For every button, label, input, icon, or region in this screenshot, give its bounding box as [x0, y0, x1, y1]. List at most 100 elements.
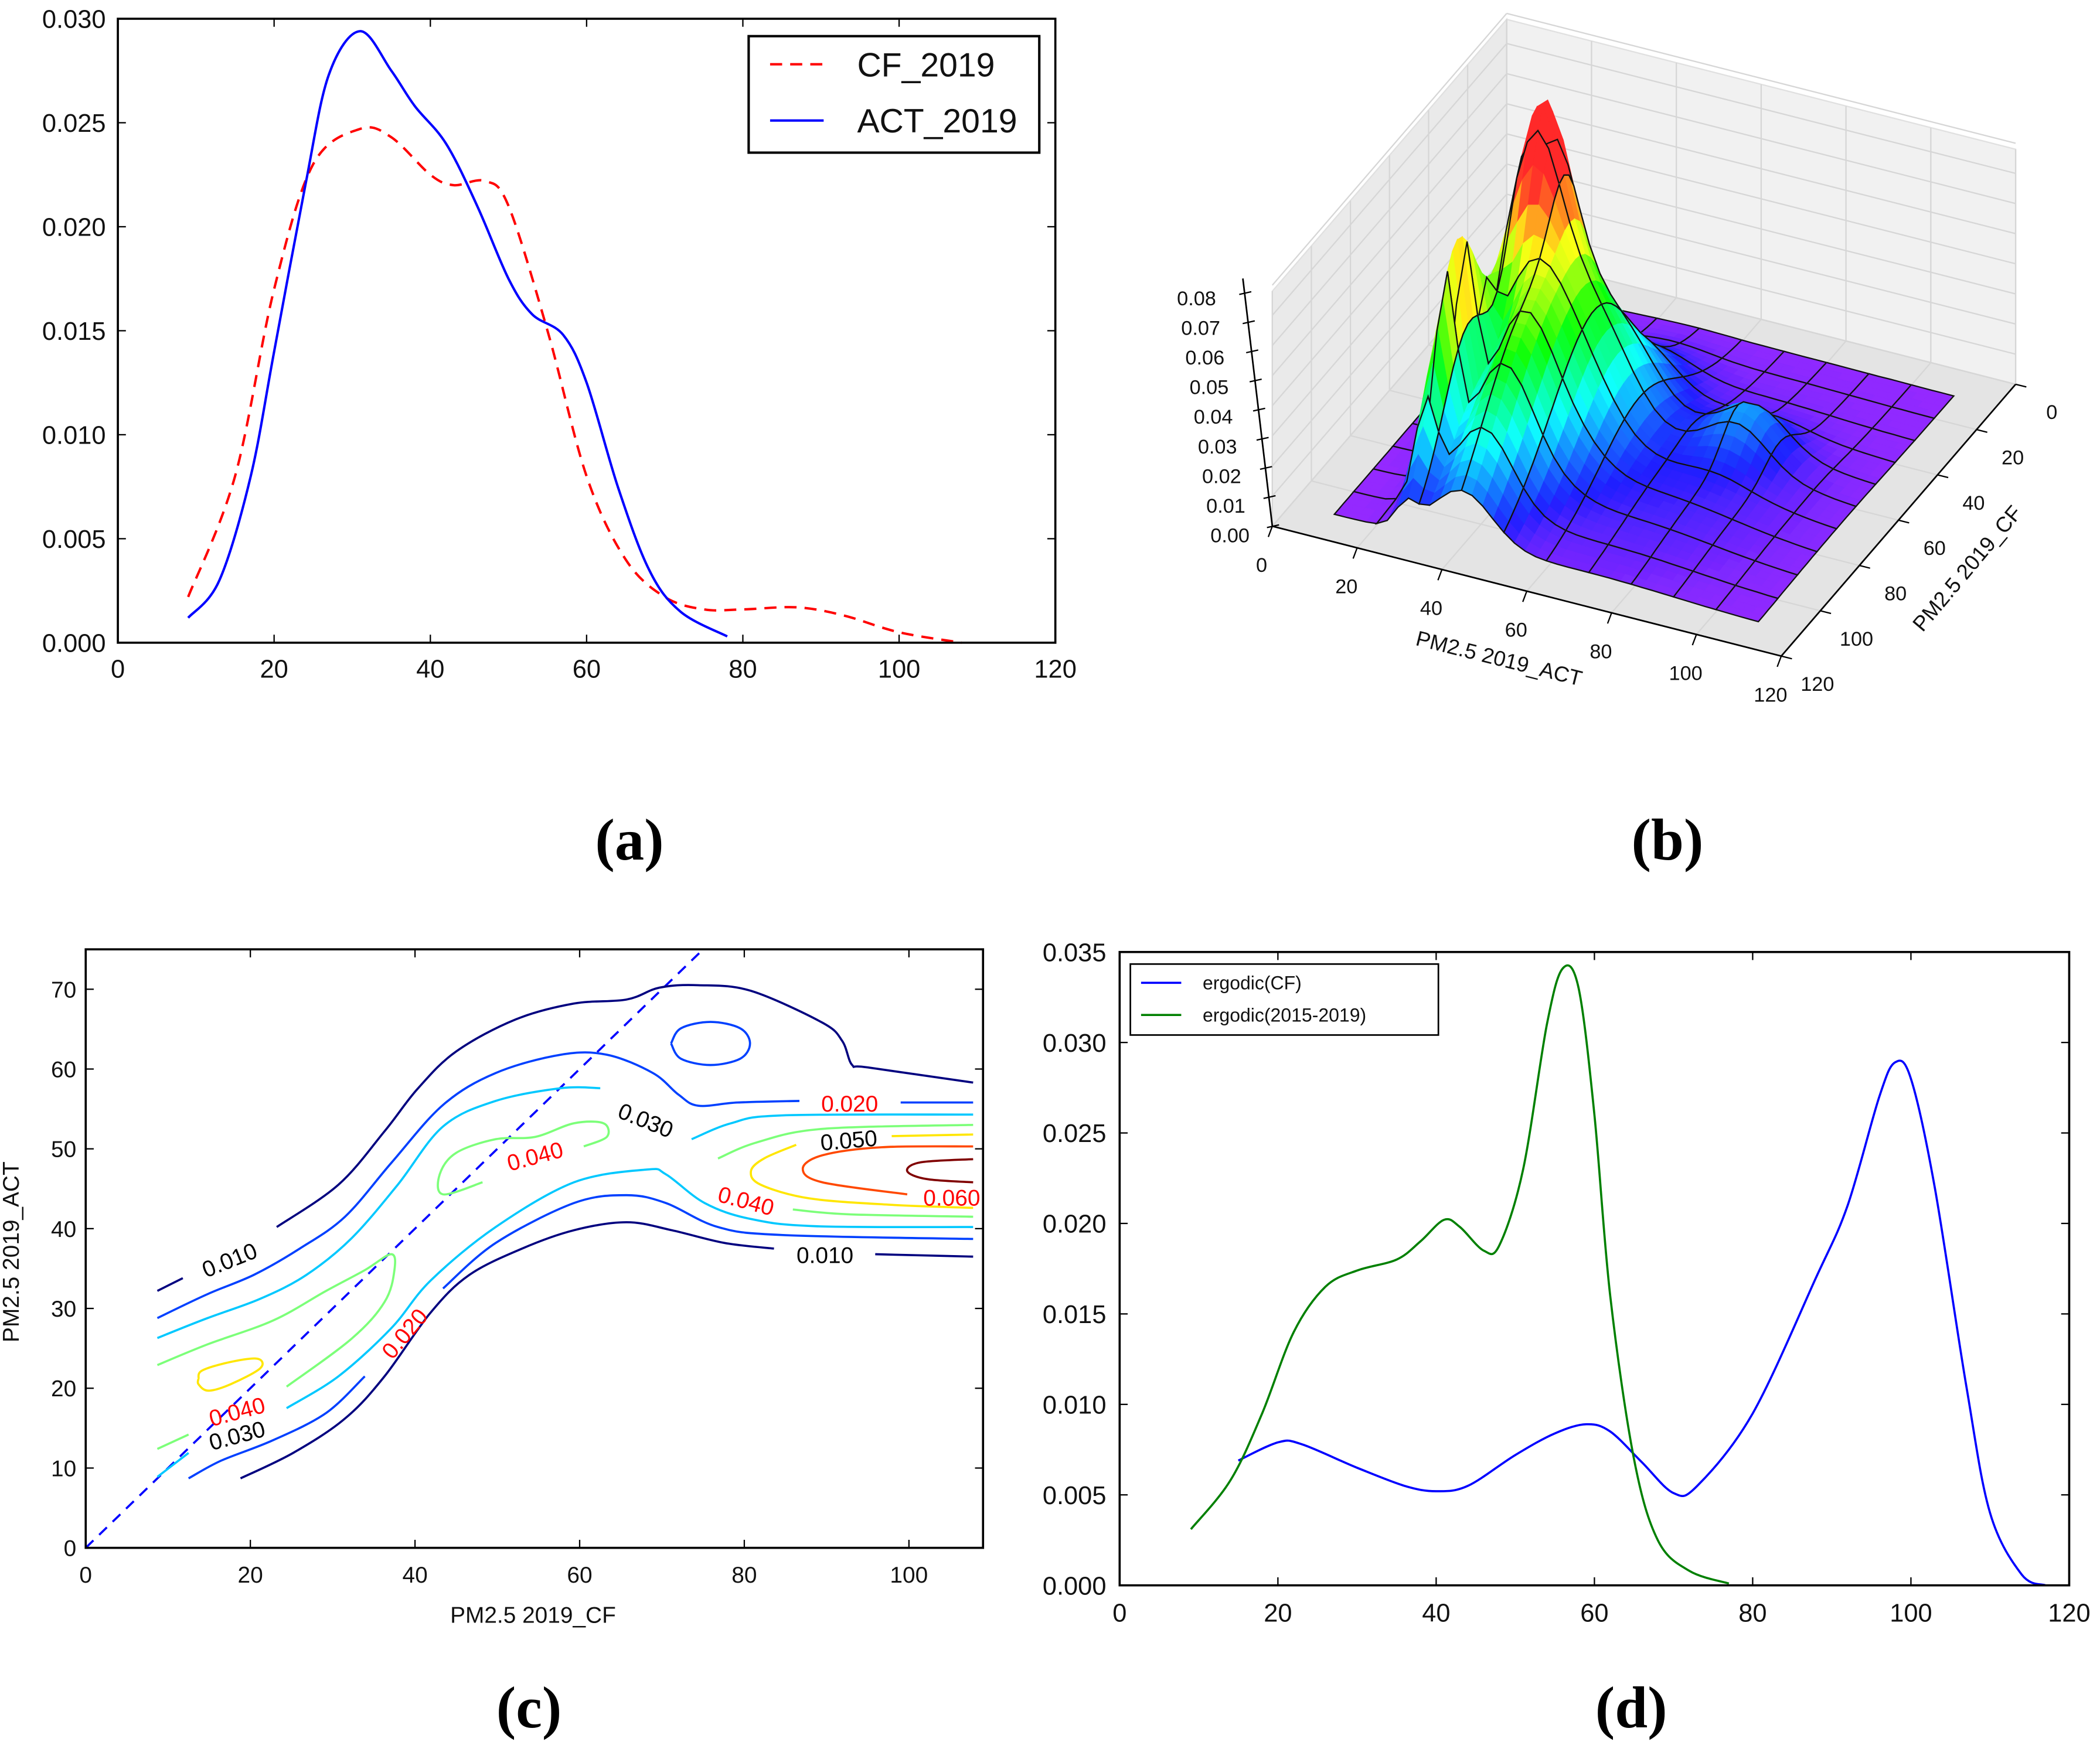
x-tick-label: 120	[2048, 1599, 2090, 1627]
cf-tick-mark	[1898, 519, 1910, 524]
act-tick-label: 120	[1754, 684, 1787, 706]
y-tick-label: 30	[51, 1297, 76, 1322]
act-tick-mark	[1352, 547, 1358, 559]
z-axis-line	[1242, 278, 1274, 527]
grid-line	[1506, 43, 2016, 175]
contour-line-0.070	[906, 1158, 974, 1184]
cf-tick-label: 0	[2046, 401, 2057, 424]
cf-tick-label: 40	[1962, 492, 1985, 514]
z-tick-mark	[1239, 291, 1252, 295]
z-tick-label: 0.03	[1198, 436, 1237, 458]
grid-line	[1506, 223, 2016, 355]
y-tick-label: 60	[51, 1057, 76, 1082]
contour-line-0.060	[801, 1145, 974, 1196]
panel-c-contour-plot: 0 20 40 60 80 100 0 10 20 30 40 50 60 70 0.010 0.030 0.0…	[0, 948, 985, 1628]
contour-label: 0.050	[819, 1126, 879, 1155]
grid-line	[1271, 133, 1507, 407]
y-tick-label: 0.015	[42, 318, 106, 346]
y-tick-label: 0	[64, 1536, 77, 1562]
act-tick-mark	[1437, 569, 1443, 581]
axes-frame	[84, 948, 985, 1549]
surface	[1333, 99, 1955, 623]
contour-line-0.040	[717, 1123, 974, 1160]
y-tick-label: 0.000	[42, 630, 106, 658]
x-tick-label: 0	[111, 655, 125, 683]
contour-line-0.040	[792, 1208, 974, 1218]
legend-box	[1129, 963, 1439, 1036]
panel-label-b: (b)	[1631, 807, 1703, 872]
grid-line	[1271, 193, 1507, 466]
act-tick-mark	[1522, 591, 1528, 602]
contour-label: 0.010	[797, 1243, 853, 1269]
y-tick-label: 0.000	[1043, 1572, 1107, 1600]
y-tick-label: 0.035	[1043, 939, 1107, 967]
x-tick-label: 60	[1580, 1599, 1608, 1627]
y-tick-label: 0.010	[42, 422, 106, 450]
y-tick-label: 0.015	[1043, 1301, 1107, 1329]
grid-line	[1271, 163, 1507, 437]
legend: CF_2019 ACT_2019	[747, 35, 1041, 154]
contour-line-0.050	[196, 1357, 264, 1392]
contour-line-0.030	[286, 1168, 974, 1409]
contour-line-0.030	[691, 1113, 974, 1140]
y-tick-label: 0.025	[42, 110, 106, 138]
grid-line	[1506, 73, 2016, 204]
panel-b-3d-surface: 0.00 0.01 0.02 0.03 0.04 0.05 0.06 0.07 0.08 0 20 4…	[1177, 12, 2057, 706]
x-axis-label: PM2.5 2019_CF	[450, 1603, 616, 1628]
contour-label: 0.060	[923, 1186, 980, 1211]
act-axis-label: PM2.5 2019_ACT	[1414, 626, 1585, 691]
x-tick-label: 100	[890, 1563, 928, 1588]
z-tick-label: 0.01	[1206, 495, 1245, 517]
y-tick-label: 0.025	[1043, 1120, 1107, 1148]
x-tick-label: 40	[416, 655, 444, 683]
contour-line-0.020	[670, 1021, 751, 1066]
contour-label: 0.020	[821, 1092, 878, 1117]
contour-line-0.030	[156, 1086, 601, 1339]
legend-label: CF_2019	[857, 46, 995, 84]
cf-tick-label: 120	[1801, 673, 1834, 696]
contour-line-0.040	[156, 1253, 397, 1388]
contour-line-0.010	[276, 984, 974, 1228]
grid-line	[1271, 103, 1507, 376]
x-tick-label: 120	[1034, 655, 1076, 683]
y-tick-label: 0.020	[42, 214, 106, 242]
act-tick-label: 100	[1669, 662, 1703, 684]
x-tick-label: 60	[573, 655, 601, 683]
contour-line-0.010	[875, 1253, 974, 1258]
panel-label-a: (a)	[595, 807, 663, 872]
y-tick-label: 0.010	[1043, 1391, 1107, 1419]
y-tick-label: 0.030	[42, 6, 106, 34]
x-tick-label: 40	[402, 1563, 427, 1588]
z-tick-label: 0.07	[1181, 318, 1220, 340]
y-tick-label: 70	[51, 977, 76, 1003]
panel-a-density-plot: 0 20 40 60 80 100 120 0.000 0.005 0.010 0.015 0.020…	[42, 6, 1077, 684]
contour-label: 0.030	[614, 1099, 676, 1143]
z-tick-label: 0.05	[1190, 377, 1229, 399]
cf-tick-mark	[1781, 655, 1792, 660]
act-tick-label: 20	[1335, 576, 1357, 598]
contour-line-0.050	[891, 1133, 974, 1137]
cf-tick-label: 100	[1840, 628, 1873, 650]
y-tick-label: 10	[51, 1456, 76, 1481]
act-tick-mark	[1776, 656, 1782, 667]
contour-line-0.040	[156, 1433, 189, 1450]
legend-label: ergodic(2015-2019)	[1203, 1005, 1366, 1026]
x-tick-label: 100	[1890, 1599, 1932, 1627]
z-tick-label: 0.08	[1177, 288, 1216, 310]
legend-label: ergodic(CF)	[1203, 973, 1302, 994]
act-tick-mark	[1267, 526, 1273, 537]
z-tick-label: 0.06	[1185, 347, 1224, 369]
reference-diagonal-line	[86, 949, 704, 1548]
x-tick-label: 60	[567, 1563, 592, 1588]
cf-tick-mark	[1937, 474, 1949, 479]
x-tick-label: 0	[1112, 1599, 1126, 1627]
contour-line-0.010	[156, 1277, 183, 1292]
grid-line	[1271, 43, 1507, 316]
x-tick-label: 20	[260, 655, 288, 683]
x-tick-label: 100	[878, 655, 920, 683]
cf-tick-mark	[1976, 429, 1987, 433]
grid-line	[1271, 73, 1507, 346]
series-line-act_2019	[187, 30, 728, 638]
legend-label: ACT_2019	[857, 103, 1017, 140]
